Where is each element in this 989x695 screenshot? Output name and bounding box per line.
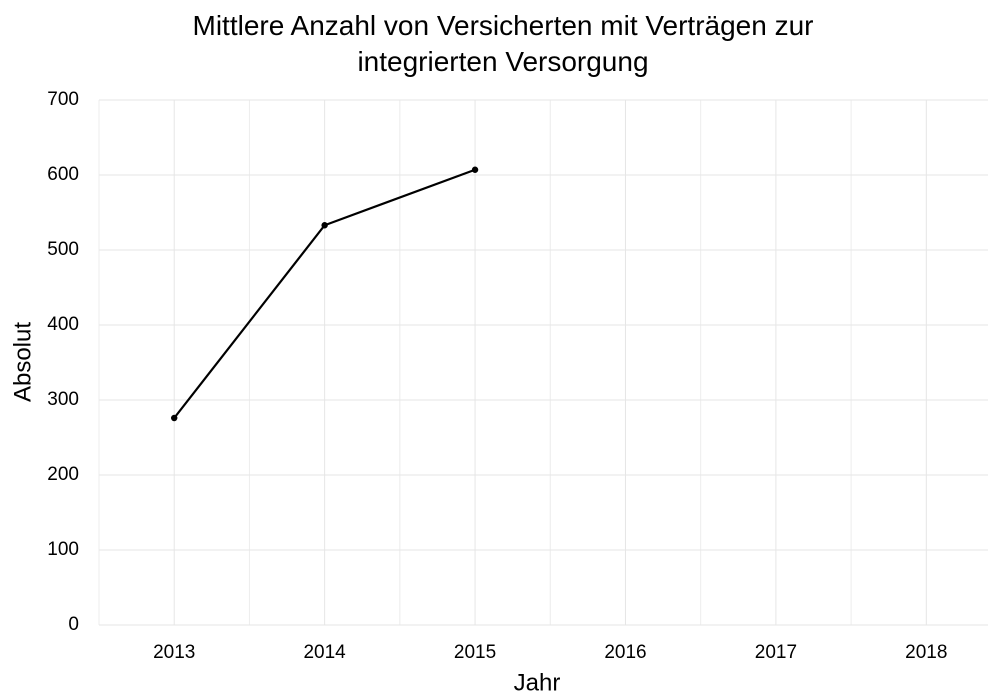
point — [171, 414, 178, 422]
x-axis-title: Jahr — [514, 669, 561, 695]
y-tick-label: 200 — [47, 464, 79, 485]
x-tick-label: 2013 — [153, 642, 195, 663]
y-tick-label: 700 — [47, 89, 79, 110]
chart-title: Mittlere Anzahl von Versicherten mit Ver… — [192, 10, 814, 77]
x-tick-label: 2017 — [755, 642, 797, 663]
x-tick-label: 2014 — [303, 642, 346, 663]
x-tick-label: 2018 — [905, 642, 947, 663]
y-axis-title: Absolut — [9, 322, 36, 402]
point — [321, 222, 328, 229]
y-tick-label: 100 — [47, 539, 79, 560]
x-tick-label: 2015 — [454, 642, 496, 663]
y-tick-label: 300 — [47, 389, 79, 410]
y-tick-label: 600 — [47, 164, 79, 185]
y-tick-label: 0 — [68, 614, 79, 635]
y-tick-label: 400 — [47, 314, 79, 335]
x-tick-label: 2016 — [604, 642, 646, 663]
y-tick-label: 500 — [47, 239, 79, 260]
point — [471, 166, 479, 173]
